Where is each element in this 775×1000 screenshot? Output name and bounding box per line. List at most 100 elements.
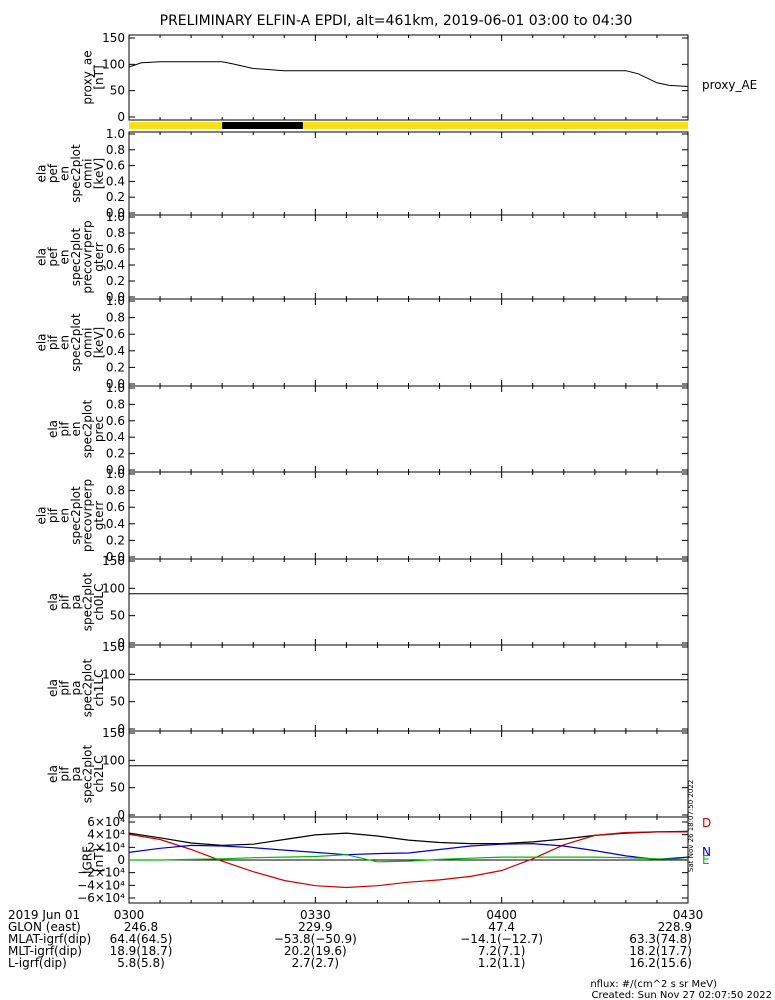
- y-axis-label: ch0LC: [92, 584, 106, 621]
- y-axis-label: pa: [69, 681, 83, 696]
- y-axis-label: spec2plot: [69, 313, 83, 372]
- footer-row-value: 229.9: [298, 920, 332, 934]
- y-tick-label: 0.2: [106, 274, 125, 288]
- y-axis-label: pa: [69, 767, 83, 782]
- panel-proxy_ae: 150 100 50 0 proxy_ae[nT]: [81, 31, 689, 124]
- igrf-line-N: [128, 842, 689, 861]
- footer-row-value: 2.7(2.7): [292, 956, 340, 970]
- y-tick-label: 0.8: [106, 484, 125, 498]
- y-tick-label: 0: [117, 636, 125, 650]
- panel-frame: [128, 644, 689, 732]
- y-tick-label: 0.2: [106, 447, 125, 461]
- y-tick-label: 0.6: [106, 242, 125, 256]
- footer-row-value: 18.9(18.7): [110, 944, 173, 958]
- y-tick-label: 0.6: [106, 159, 125, 173]
- igrf-legend-D: D: [702, 816, 711, 830]
- y-axis-label: spec2plot: [69, 144, 83, 203]
- y-tick-label: 50: [110, 84, 125, 98]
- x-tick-label: 0400: [486, 908, 517, 922]
- y-tick-label: 100: [102, 753, 125, 767]
- y-axis-label: gterr: [92, 242, 106, 271]
- panel-frame: [128, 214, 689, 300]
- y-tick-label: 1.0: [106, 467, 125, 481]
- y-axis-label: ela: [46, 593, 60, 611]
- footer-row-value: 16.2(15.6): [629, 956, 692, 970]
- y-axis-label: IGRF: [81, 846, 95, 874]
- y-axis-label: precovrperp: [81, 479, 95, 552]
- igrf-legend-E: E: [702, 853, 710, 867]
- footer-row-value: −14.1(−12.7): [460, 932, 543, 946]
- y-axis-label: spec2plot: [81, 744, 95, 803]
- y-tick-label: 1.0: [106, 210, 125, 224]
- footer-row-value: −53.8(−50.9): [274, 932, 357, 946]
- y-tick-label: 0.4: [106, 174, 125, 188]
- sunlit-shadow-bar: [129, 122, 688, 129]
- y-axis-label: ela: [35, 164, 49, 182]
- panel-frame: [128, 34, 689, 121]
- y-axis-label: pa: [69, 595, 83, 610]
- y-tick-label: −2×10⁴: [77, 866, 125, 880]
- y-axis-label: en: [58, 166, 72, 181]
- flux-units-note: nflux: #/(cm^2 s sr MeV): [590, 979, 717, 990]
- y-tick-label: 0.4: [106, 344, 125, 358]
- y-axis-label: [keV]: [92, 158, 106, 189]
- y-tick-label: 50: [110, 609, 125, 623]
- footer-row-label: GLON (east): [8, 920, 81, 934]
- proxy-ae-series-label: proxy_AE: [702, 78, 757, 92]
- y-tick-label: 150: [102, 554, 125, 568]
- y-tick-label: 0: [117, 110, 125, 124]
- y-tick-label: 0.8: [106, 311, 125, 325]
- footer-date: 2019 Jun 01: [8, 908, 80, 922]
- y-axis-label: pif: [58, 594, 72, 610]
- y-axis-label: spec2plot: [69, 486, 83, 545]
- footer-row-label: MLT-igrf(dip): [8, 944, 82, 958]
- y-axis-label: omni: [81, 328, 95, 358]
- y-tick-label: 1.0: [106, 127, 125, 141]
- y-axis-label: spec2plot: [81, 572, 95, 631]
- footer-row-label: L-igrf(dip): [8, 956, 67, 970]
- footer-row-label: MLAT-igrf(dip): [8, 932, 91, 946]
- y-tick-label: 2×10⁴: [87, 840, 125, 854]
- x-tick-label: 0300: [114, 908, 145, 922]
- panel-frame: [128, 471, 689, 560]
- y-axis-label: proxy_ae: [81, 50, 95, 104]
- y-axis-label: ela: [35, 248, 49, 266]
- y-tick-label: 100: [102, 581, 125, 595]
- y-tick-label: 0.6: [106, 327, 125, 341]
- footer-row-value: 64.4(64.5): [110, 932, 173, 946]
- footer-row-value: 228.9: [658, 920, 692, 934]
- y-axis-label: spec2plot: [69, 227, 83, 286]
- y-tick-label: 0.8: [106, 143, 125, 157]
- y-tick-label: 0.0: [106, 206, 125, 220]
- y-tick-label: 0.8: [106, 226, 125, 240]
- y-tick-label: 0.8: [106, 397, 125, 411]
- y-tick-label: 0.2: [106, 533, 125, 547]
- panel-frame: [128, 131, 689, 216]
- x-tick-label: 0330: [300, 908, 331, 922]
- y-tick-label: 0.2: [106, 360, 125, 374]
- y-axis-label: gterr: [92, 501, 106, 530]
- footer-row-value: 18.2(17.7): [629, 944, 692, 958]
- panel-ela_pef_en_precovrperp: 1.0 0.8 0.6 0.4 0.2 0.0 elapefenspec2plotpreco…: [35, 210, 689, 304]
- y-axis-label: omni: [81, 159, 95, 189]
- y-axis-label: ela: [46, 420, 60, 438]
- y-tick-label: 100: [102, 667, 125, 681]
- footer-row-value: 63.3(74.8): [629, 932, 692, 946]
- y-tick-label: 0.0: [106, 550, 125, 564]
- igrf-legend-N: N: [702, 845, 711, 859]
- y-tick-label: 0.2: [106, 190, 125, 204]
- footer-row-value: 1.2(1.1): [478, 956, 526, 970]
- y-axis-label: pif: [58, 421, 72, 437]
- y-axis-label: pif: [58, 680, 72, 696]
- y-tick-label: 150: [102, 726, 125, 740]
- footer-row-value: 20.2(19.6): [284, 944, 347, 958]
- panel-frame: [128, 558, 689, 646]
- y-tick-label: 0.4: [106, 430, 125, 444]
- y-tick-label: 0.4: [106, 517, 125, 531]
- y-axis-label: precovrperp: [81, 220, 95, 293]
- y-tick-label: 0: [117, 853, 125, 867]
- y-tick-label: 50: [110, 781, 125, 795]
